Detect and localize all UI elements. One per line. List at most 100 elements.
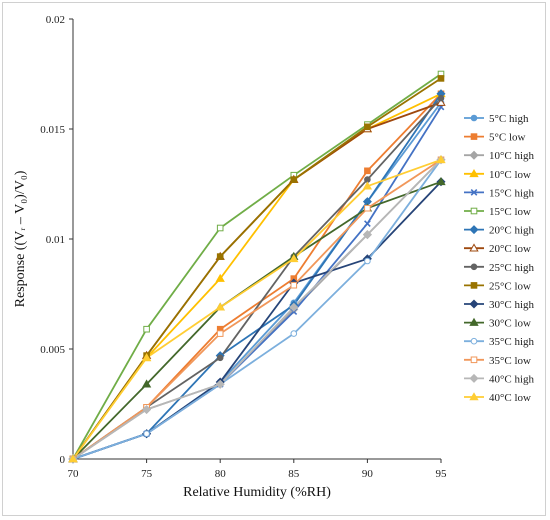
data-point-15-2 [215, 302, 225, 311]
legend-label: 5°C high [489, 113, 529, 125]
legend-entry: 20°C low [464, 243, 531, 255]
data-point-12-4 [364, 257, 371, 265]
series-line-14 [72, 159, 442, 460]
legend-swatch-marker [469, 299, 479, 309]
legend-swatch-marker [470, 263, 478, 271]
legend-swatch-marker [470, 189, 478, 196]
legend-swatch-marker [470, 133, 478, 140]
legend-entry: 15°C low [464, 206, 531, 218]
legend-swatch-marker [469, 225, 479, 235]
legend-entry: 40°C high [464, 373, 535, 385]
y-tick-label: 0.015 [40, 124, 65, 136]
x-tick-label: 70 [68, 468, 80, 480]
data-point-14-1 [142, 404, 152, 415]
series-line-0 [72, 102, 442, 460]
data-point-9-3 [290, 176, 298, 183]
legend-label: 5°C low [489, 132, 526, 144]
data-point-14-3 [289, 302, 299, 312]
legend-entry: 30°C high [464, 299, 535, 311]
data-point-11-1 [141, 379, 152, 388]
legend-label: 20°C high [489, 225, 535, 237]
series-markers [68, 70, 446, 464]
data-point-15-5 [436, 154, 446, 164]
legend-label: 10°C high [489, 150, 535, 162]
legend-label: 25°C low [489, 280, 531, 292]
data-point-8-5 [437, 94, 445, 102]
legend-entry: 25°C high [464, 262, 535, 274]
legend-label: 35°C high [489, 336, 535, 348]
legend-label: 15°C low [489, 206, 531, 218]
legend-entry: 30°C low [464, 318, 531, 330]
data-point-14-4 [362, 230, 372, 240]
legend-entry: 35°C high [464, 336, 535, 348]
legend-swatch-marker [469, 392, 479, 401]
series-line-13 [72, 159, 442, 460]
legend-entry: 15°C high [464, 187, 535, 199]
data-point-8-2 [216, 354, 224, 362]
series-line-1 [72, 93, 442, 460]
x-tick-label: 95 [436, 468, 448, 480]
y-tick-label: 0.005 [40, 344, 65, 356]
legend-swatch-marker [469, 317, 479, 326]
y-tick-label: 0 [60, 454, 66, 466]
x-tick-label: 85 [288, 468, 300, 480]
legend-label: 15°C high [489, 187, 535, 199]
data-point-9-4 [364, 123, 371, 131]
y-axis-title: Response ((Vᵣ – V₀)/V₀) [13, 170, 28, 307]
data-point-9-2 [216, 253, 224, 260]
legend-entry: 5°C high [464, 113, 529, 125]
legend-swatch-marker [470, 337, 478, 345]
data-point-15-3 [289, 253, 299, 263]
legend-entry: 35°C low [464, 355, 531, 367]
legend-swatch-marker [469, 243, 479, 252]
data-point-11-5 [436, 176, 446, 186]
data-point-7-5 [436, 97, 446, 106]
data-point-12-3 [290, 330, 298, 337]
data-point-1-4 [364, 167, 371, 175]
legend-swatch-marker [470, 356, 478, 364]
legend-swatch-marker [470, 114, 478, 122]
series-line-15 [72, 158, 442, 460]
legend-label: 30°C low [489, 318, 531, 330]
legend-entry: 10°C low [464, 169, 531, 181]
legend-swatch-marker [470, 207, 478, 215]
legend-entry: 25°C low [464, 280, 531, 292]
data-point-15-4 [362, 181, 373, 190]
x-tick-label: 80 [215, 468, 227, 480]
x-tick-label: 75 [141, 468, 153, 480]
series-line-6 [72, 93, 442, 460]
legend-entry: 5°C low [464, 132, 526, 144]
legend-entry: 20°C high [464, 225, 535, 237]
data-point-13-4 [364, 204, 371, 212]
series-line-12 [72, 159, 442, 460]
legend-label: 25°C high [489, 262, 535, 274]
y-tick-labels: 0 0.005 0.01 0.015 0.02 [40, 14, 73, 466]
series-line-3 [72, 92, 442, 460]
data-point-5-1 [143, 325, 150, 333]
legend-swatch-marker [469, 168, 479, 178]
legend: 5°C high 5°C low 10°C high 10°C low 15°C hig… [464, 113, 535, 404]
legend-entry: 40°C low [464, 392, 531, 404]
legend-entry: 10°C high [464, 150, 535, 162]
data-point-4-4 [364, 220, 371, 227]
y-tick-label: 0.01 [46, 234, 65, 246]
x-tick-label: 90 [362, 468, 374, 480]
series-line-9 [72, 77, 442, 460]
data-point-15-1 [141, 352, 152, 362]
legend-label: 30°C high [489, 299, 535, 311]
legend-swatch-marker [469, 373, 479, 383]
y-tick-label: 0.02 [46, 14, 65, 26]
data-point-12-1 [143, 430, 150, 438]
series-lines [72, 73, 442, 460]
legend-label: 40°C high [489, 373, 535, 385]
legend-swatch-marker [470, 282, 478, 289]
data-point-3-2 [215, 273, 225, 282]
legend-label: 40°C low [489, 392, 531, 404]
x-tick-labels: 70 75 80 85 90 95 [68, 459, 448, 480]
series-line-7 [72, 101, 442, 460]
legend-swatch-marker [469, 150, 479, 160]
legend-label: 10°C low [489, 169, 531, 181]
data-point-15-0 [68, 454, 78, 463]
series-line-11 [72, 180, 442, 460]
